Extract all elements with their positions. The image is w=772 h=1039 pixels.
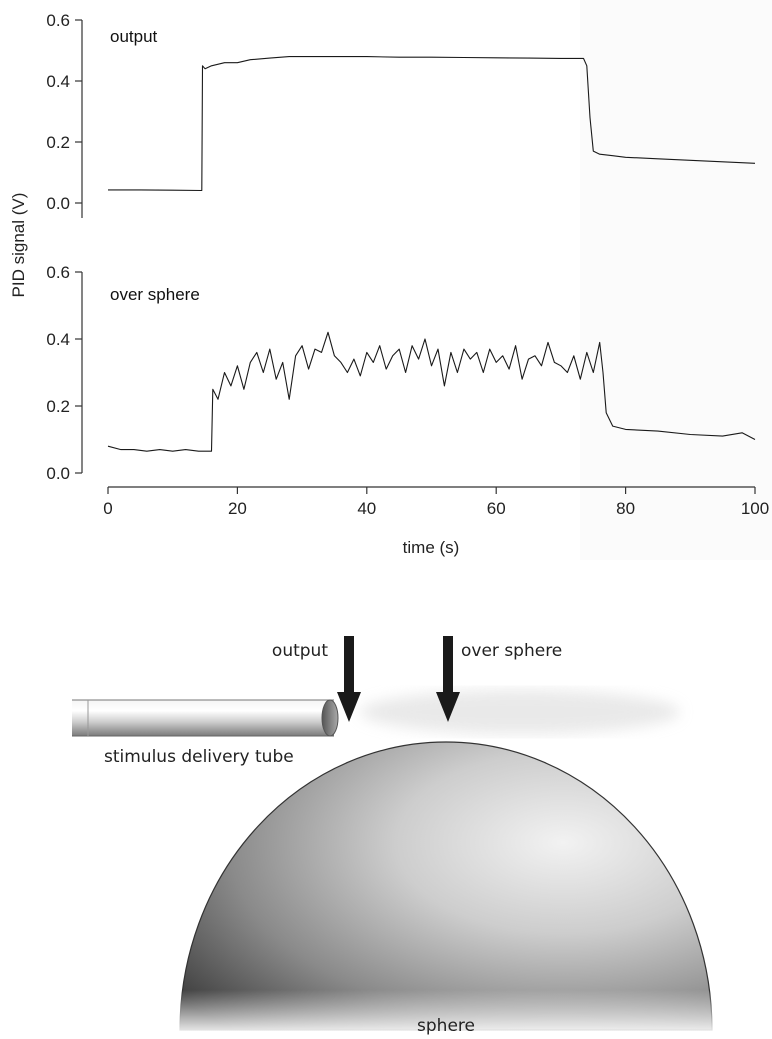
tick-labels: 0.0 0.2 0.4 0.6 0.0 0.2 0.4 0.6 0 20 40 60 80 100 — [46, 11, 769, 518]
background-tint — [580, 0, 772, 560]
y-axis-title: PID signal (V) — [9, 193, 28, 298]
panel-label-over-sphere: over sphere — [110, 285, 200, 304]
y-tick-label: 0.4 — [46, 330, 70, 349]
diagram: stimulus delivery tube output over spher… — [72, 636, 716, 1036]
stimulus-delivery-tube — [72, 699, 339, 737]
airflow-haze — [360, 690, 680, 734]
x-axis-title: time (s) — [403, 538, 460, 557]
y-tick-label: 0.2 — [46, 133, 70, 152]
y-tick-label: 0.4 — [46, 72, 70, 91]
arrow-output-label: output — [272, 641, 328, 661]
series-line-output — [108, 56, 756, 192]
y-tick-label: 0.2 — [46, 397, 70, 416]
x-tick-label: 100 — [741, 499, 769, 518]
y-tick-label: 0.6 — [46, 11, 70, 30]
sphere-label: sphere — [417, 1016, 475, 1036]
axis-ticks — [75, 19, 756, 494]
arrow-output — [337, 636, 361, 722]
series-line-over-sphere — [107, 331, 756, 452]
x-tick-label: 0 — [103, 499, 112, 518]
x-tick-label: 80 — [616, 499, 635, 518]
panel-label-output: output — [110, 27, 158, 46]
chart: 0.0 0.2 0.4 0.6 0.0 0.2 0.4 0.6 0 20 40 60 80 100 out… — [9, 11, 769, 557]
arrow-over-sphere — [436, 636, 460, 722]
tube-label: stimulus delivery tube — [104, 747, 294, 767]
arrow-over-sphere-label: over sphere — [461, 641, 562, 661]
y-tick-label: 0.0 — [46, 464, 70, 483]
x-tick-label: 40 — [357, 499, 376, 518]
sphere — [176, 741, 716, 1032]
x-tick-label: 60 — [487, 499, 506, 518]
x-tick-label: 20 — [228, 499, 247, 518]
y-tick-label: 0.0 — [46, 194, 70, 213]
y-tick-label: 0.6 — [46, 263, 70, 282]
